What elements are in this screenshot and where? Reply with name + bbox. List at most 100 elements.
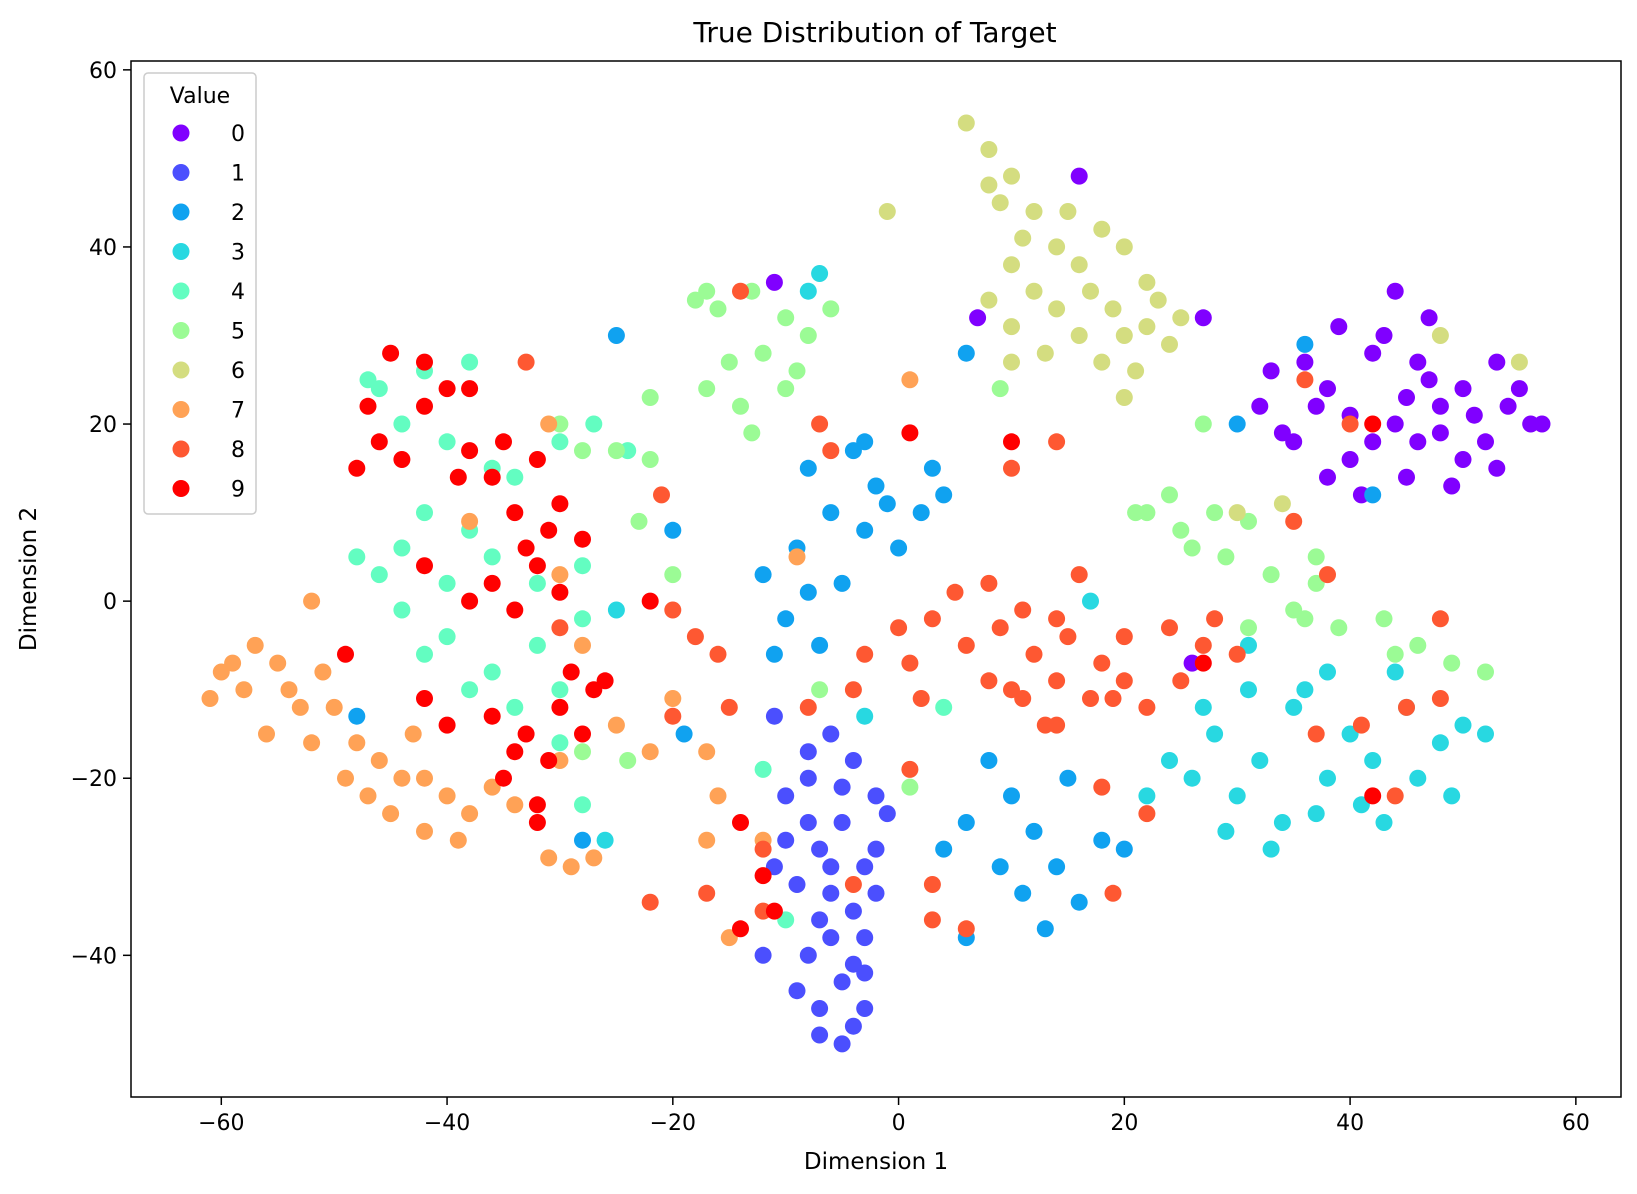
- data-point-value-6: [1127, 362, 1145, 380]
- data-point-value-2: [1003, 787, 1020, 805]
- data-point-value-8: [1048, 610, 1066, 628]
- data-point-value-6: [1115, 389, 1133, 406]
- data-point-value-0: [1488, 459, 1506, 477]
- legend-marker: [172, 243, 190, 260]
- x-tick-label: 60: [1562, 1111, 1590, 1136]
- data-point-value-6: [1273, 495, 1291, 513]
- data-point-value-7: [382, 805, 400, 823]
- data-point-value-7: [359, 787, 377, 805]
- data-point-value-7: [551, 566, 569, 584]
- data-point-value-7: [416, 769, 433, 787]
- data-point-value-8: [732, 282, 749, 300]
- data-point-value-7: [303, 734, 321, 752]
- data-point-value-5: [991, 380, 1009, 398]
- data-point-value-5: [777, 380, 795, 398]
- data-point-value-7: [404, 725, 422, 743]
- data-point-value-3: [1409, 769, 1427, 787]
- data-point-value-5: [1217, 548, 1235, 566]
- legend-item-8: 8: [172, 438, 245, 463]
- data-point-value-0: [1465, 406, 1483, 424]
- data-point-value-4: [506, 468, 524, 486]
- data-point-value-4: [461, 353, 479, 371]
- data-point-value-0: [1251, 397, 1269, 415]
- data-point-value-0: [1319, 468, 1336, 486]
- data-point-value-2: [878, 495, 896, 513]
- data-point-value-3: [1319, 663, 1336, 681]
- legend-marker: [172, 480, 190, 497]
- data-point-value-8: [844, 681, 862, 699]
- data-point-value-2: [675, 725, 693, 743]
- data-point-value-8: [1059, 628, 1077, 646]
- data-point-value-2: [1228, 415, 1246, 433]
- data-point-value-1: [833, 1035, 851, 1053]
- data-point-value-0: [1533, 415, 1551, 433]
- data-point-value-3: [1273, 814, 1291, 831]
- data-point-value-8: [980, 672, 998, 690]
- data-point-value-9: [517, 539, 535, 557]
- data-point-value-5: [574, 743, 591, 761]
- data-point-value-5: [574, 442, 591, 460]
- chart-title: True Distribution of Target: [692, 16, 1056, 49]
- data-point-value-7: [314, 663, 332, 681]
- y-tick-label: 20: [89, 413, 117, 438]
- data-point-value-8: [822, 442, 840, 460]
- data-point-value-9: [754, 867, 772, 885]
- data-point-value-9: [483, 468, 501, 486]
- data-point-value-1: [777, 787, 795, 805]
- data-point-value-6: [1115, 238, 1133, 256]
- data-point-value-2: [811, 636, 829, 654]
- data-point-value-0: [1296, 353, 1314, 371]
- data-point-value-8: [754, 840, 772, 858]
- data-point-value-2: [980, 752, 998, 769]
- x-tick-label: 0: [892, 1111, 906, 1136]
- data-point-value-8: [1172, 672, 1190, 690]
- legend-label: 4: [231, 280, 245, 305]
- legend-label: 6: [231, 359, 245, 384]
- data-point-value-0: [1273, 424, 1291, 442]
- data-point-value-0: [1420, 371, 1438, 389]
- data-point-value-9: [461, 442, 479, 460]
- data-point-value-8: [1431, 610, 1449, 628]
- data-point-value-3: [811, 265, 829, 282]
- data-point-value-3: [1194, 698, 1212, 716]
- data-point-value-1: [867, 787, 885, 805]
- data-point-value-4: [348, 548, 366, 566]
- data-point-value-8: [1341, 415, 1359, 433]
- data-point-value-5: [664, 566, 682, 584]
- legend-marker: [172, 440, 190, 458]
- data-point-value-3: [1319, 769, 1336, 787]
- data-point-value-1: [799, 946, 817, 964]
- data-point-value-5: [1194, 415, 1212, 433]
- data-point-value-1: [844, 902, 862, 920]
- x-tick-label: −20: [650, 1111, 696, 1136]
- data-point-value-9: [517, 725, 535, 743]
- points-layer: [201, 114, 1551, 1053]
- data-point-value-4: [393, 601, 411, 619]
- data-point-value-7: [246, 636, 264, 654]
- data-point-value-4: [438, 433, 456, 451]
- data-point-value-8: [709, 645, 727, 663]
- data-point-value-5: [1296, 610, 1314, 628]
- data-point-value-0: [1454, 451, 1472, 468]
- data-point-value-2: [856, 433, 874, 451]
- legend-marker: [172, 322, 190, 339]
- data-point-value-7: [901, 371, 919, 389]
- data-point-value-9: [574, 725, 591, 743]
- data-point-value-7: [540, 849, 558, 867]
- data-point-value-4: [438, 574, 456, 592]
- data-point-value-5: [1240, 619, 1257, 637]
- data-point-value-2: [822, 504, 840, 522]
- data-point-value-9: [765, 902, 783, 920]
- data-point-value-8: [890, 619, 908, 637]
- data-point-value-4: [416, 645, 433, 663]
- x-axis-label: Dimension 1: [804, 1149, 948, 1175]
- data-point-value-8: [1025, 645, 1043, 663]
- legend-item-6: 6: [172, 359, 245, 384]
- data-point-value-7: [574, 636, 591, 654]
- data-point-value-9: [348, 459, 366, 477]
- data-point-value-1: [844, 1017, 862, 1035]
- data-point-value-0: [1386, 282, 1404, 300]
- data-point-value-3: [1431, 734, 1449, 752]
- data-point-value-9: [641, 592, 659, 610]
